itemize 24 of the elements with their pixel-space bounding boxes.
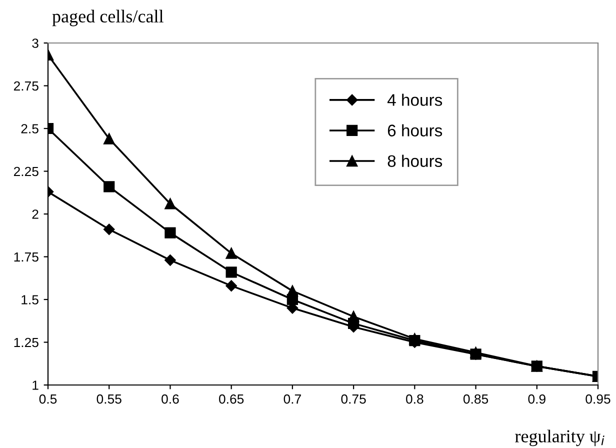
legend-label: 8 hours [388,154,442,168]
y-tick-label: 1.25 [14,338,38,348]
y-tick-label: 1.5 [22,295,38,304]
x-tick-label: 0.55 [96,394,122,404]
y-tick-label: 3 [32,38,38,48]
x-tick-label: 0.85 [463,394,488,404]
legend-label: 4 hours [387,94,442,106]
y-tick-label: 2 [32,210,38,219]
y-tick-label: 2.5 [21,124,38,134]
x-tick-label: 0.6 [162,394,179,404]
x-tick-label: 0.75 [341,394,366,404]
x-axis-title: regularity ψ$_{i}$ [515,430,604,446]
y-tick-label: 1 [32,380,38,390]
x-tick-label: 0.65 [219,394,244,404]
y-tick-label: 1.75 [14,252,38,262]
y-tick-label: 2.75 [14,81,38,91]
x-tick-label: 0.9 [528,394,546,404]
x-tick-label: 0.7 [284,394,301,404]
legend-label: 6 hours [388,124,442,136]
y-tick-label: 2.25 [14,166,38,176]
x-tick-label: 0.95 [586,394,610,404]
y-axis-title: paged cells/call [52,10,164,26]
x-tick-label: 0.5 [39,394,57,404]
x-tick-label: 0.8 [406,394,424,404]
